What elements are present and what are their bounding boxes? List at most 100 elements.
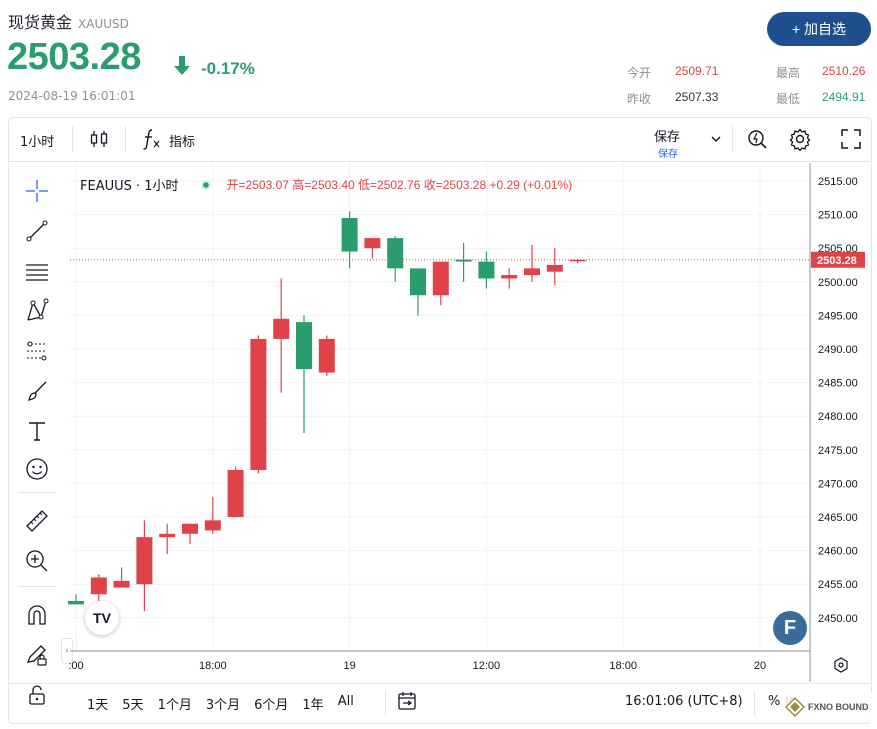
indicator-fx-icon[interactable]	[141, 127, 163, 155]
stat-label-prev-close: 昨收	[627, 92, 652, 106]
candle	[318, 335, 335, 376]
candle	[501, 268, 518, 289]
candle-body	[204, 520, 221, 531]
y-tick-label: 2460.00	[818, 546, 858, 558]
x-tick-label: 18:00	[609, 660, 637, 672]
candle-body	[546, 265, 563, 272]
date-range-calendar-icon[interactable]	[396, 690, 418, 716]
text-tool-icon[interactable]	[22, 418, 52, 444]
range-all[interactable]: All	[337, 694, 354, 709]
toolbar-bottom-border	[9, 161, 870, 162]
candle	[341, 211, 358, 269]
candle-body	[159, 533, 176, 538]
candle-body	[364, 238, 381, 249]
crosshair-icon[interactable]	[22, 178, 52, 204]
candle-body	[432, 261, 449, 296]
range-1m[interactable]: 1个月	[157, 698, 192, 713]
candle	[478, 251, 495, 289]
chart-grid	[70, 163, 810, 651]
current-price-tag-label: 2503.28	[817, 255, 857, 267]
lock-drawing-pencil-icon[interactable]	[22, 642, 52, 668]
watermark-text: FXNO BOUND	[808, 702, 869, 712]
watermark-icon	[785, 697, 805, 717]
candle	[113, 567, 130, 588]
y-tick-label: 2475.00	[818, 445, 858, 457]
save-button[interactable]: 保存 保存	[654, 126, 680, 160]
toolbar-divider	[754, 690, 755, 716]
tradingview-logo-icon[interactable]: TV	[85, 601, 119, 635]
y-tick-label: 2490.00	[818, 344, 858, 356]
broker-logo-icon: F	[773, 611, 807, 645]
chart-widget	[8, 117, 872, 724]
stat-label-low: 最低	[776, 92, 801, 106]
instrument-title: 现货黄金 XAUUSD	[8, 9, 129, 33]
sidebar-divider	[18, 586, 56, 587]
instrument-code: XAUUSD	[78, 17, 129, 31]
candle	[250, 335, 267, 474]
gear-icon[interactable]	[788, 127, 812, 155]
candlestick-type-icon[interactable]	[88, 128, 110, 154]
arrow-down-icon	[173, 54, 191, 80]
candle-body	[455, 259, 472, 262]
magnet-icon[interactable]	[22, 602, 52, 628]
ruler-icon[interactable]	[22, 508, 52, 534]
axis-settings-icon[interactable]	[832, 656, 850, 678]
range-1y[interactable]: 1年	[302, 698, 324, 713]
candle-body	[90, 577, 107, 595]
candle-body	[250, 338, 267, 470]
candle	[524, 244, 540, 282]
candle-body	[341, 217, 358, 252]
candle	[182, 523, 198, 544]
candle	[204, 496, 221, 534]
toolbar-divider	[732, 126, 733, 152]
chevron-down-icon[interactable]	[709, 131, 723, 150]
instrument-name: 现货黄金	[8, 13, 73, 32]
candle-body	[227, 469, 244, 517]
legend-change: +0.29 (+0.01%)	[489, 178, 573, 192]
fullscreen-icon[interactable]	[839, 127, 863, 155]
stat-value-low: 2494.91	[822, 90, 866, 104]
candle	[296, 315, 312, 433]
x-tick-label: 20	[754, 660, 766, 672]
y-tick-label: 2495.00	[818, 310, 858, 322]
interval-selector[interactable]: 1小时	[20, 135, 55, 150]
chart-legend: FEAUUS · 1小时 开=2503.07 高=2503.40 低=2502.…	[80, 175, 572, 194]
legend-symbol: FEAUUS · 1小时	[80, 179, 179, 194]
emoji-icon[interactable]	[22, 456, 52, 482]
lock-icon[interactable]	[22, 682, 52, 708]
save-label: 保存	[654, 130, 681, 145]
toolbar-divider	[385, 690, 386, 716]
range-6m[interactable]: 6个月	[254, 698, 289, 713]
pattern-tool-icon[interactable]	[22, 298, 52, 324]
projection-tool-icon[interactable]	[22, 338, 52, 364]
candle-body	[410, 268, 426, 296]
candle	[159, 523, 176, 554]
candle-body	[478, 261, 495, 279]
legend-high: 高=2503.40	[292, 178, 355, 192]
price-axis: 2515.002510.002505.002500.002495.002490.…	[70, 163, 865, 682]
range-3m[interactable]: 3个月	[205, 698, 241, 713]
indicators-button[interactable]: 指标	[169, 135, 196, 150]
sidebar-divider	[18, 492, 56, 493]
candle	[136, 520, 153, 612]
add-to-watchlist-button[interactable]: + 加自选	[767, 12, 871, 46]
candle-body	[273, 318, 290, 339]
candle-body	[387, 238, 404, 269]
candle	[410, 268, 426, 316]
x-tick-label: 12:00	[473, 660, 501, 672]
quote-timestamp: 2024-08-19 16:01:01	[8, 89, 136, 103]
range-5d[interactable]: 5天	[122, 698, 144, 713]
legend-low: 低=2502.76	[358, 178, 421, 192]
range-1d[interactable]: 1天	[87, 698, 109, 713]
utc-clock[interactable]: 16:01:06 (UTC+8)	[625, 694, 743, 709]
brush-icon[interactable]	[22, 378, 52, 404]
x-tick-label: :00	[68, 660, 83, 672]
range-selector: 1天 5天 1个月 3个月 6个月 1年 All	[87, 694, 354, 713]
horizontal-lines-icon[interactable]	[22, 258, 52, 284]
zoom-in-icon[interactable]	[22, 548, 52, 574]
trend-line-icon[interactable]	[22, 218, 52, 244]
stat-label-open: 今开	[627, 66, 652, 80]
quick-search-icon[interactable]	[746, 127, 770, 155]
percent-scale-toggle[interactable]: %	[768, 694, 781, 709]
